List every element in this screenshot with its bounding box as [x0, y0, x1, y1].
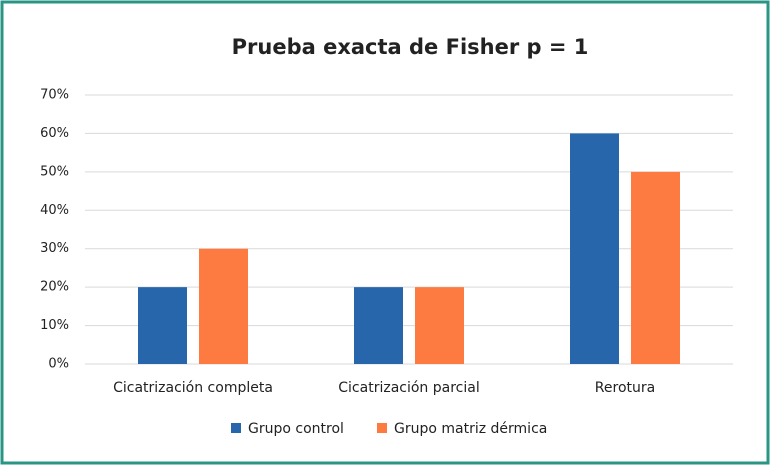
legend-swatch [377, 423, 387, 433]
y-tick-label: 70% [40, 88, 69, 103]
bar [354, 287, 403, 364]
x-tick-label: Cicatrización completa [113, 380, 273, 396]
legend-label: Grupo matriz dérmica [394, 421, 547, 437]
legend-label: Grupo control [248, 421, 344, 437]
y-tick-label: 20% [40, 280, 69, 295]
y-tick-label: 10% [40, 318, 69, 333]
y-tick-label: 30% [40, 241, 69, 256]
legend-swatch [231, 423, 241, 433]
bar [570, 133, 619, 364]
y-tick-label: 50% [40, 164, 69, 179]
y-tick-label: 60% [40, 126, 69, 141]
chart-title: Prueba exacta de Fisher p = 1 [232, 35, 589, 59]
y-tick-label: 40% [40, 203, 69, 218]
bar [415, 287, 464, 364]
bar [631, 171, 680, 364]
y-tick-label: 0% [48, 357, 69, 372]
x-tick-label: Cicatrización parcial [338, 380, 479, 396]
bar [138, 287, 187, 364]
x-tick-label: Rerotura [595, 380, 655, 396]
bar [199, 248, 248, 364]
